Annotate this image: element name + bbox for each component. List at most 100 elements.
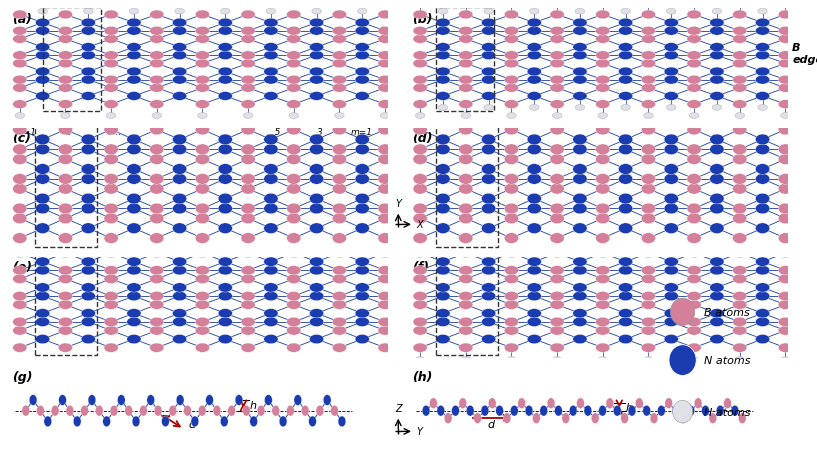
Circle shape (218, 135, 232, 146)
Circle shape (310, 257, 324, 267)
Circle shape (598, 113, 608, 119)
Circle shape (687, 35, 701, 44)
Circle shape (492, 292, 507, 301)
Circle shape (287, 184, 301, 195)
Circle shape (598, 1, 608, 7)
Circle shape (458, 249, 473, 258)
Circle shape (515, 35, 529, 44)
Circle shape (641, 213, 655, 224)
Circle shape (446, 44, 461, 52)
Circle shape (355, 44, 369, 52)
Circle shape (452, 405, 459, 416)
Circle shape (81, 283, 96, 292)
Circle shape (504, 35, 519, 44)
Circle shape (481, 318, 496, 327)
Circle shape (83, 9, 93, 15)
Circle shape (444, 413, 452, 424)
Circle shape (150, 326, 164, 336)
Circle shape (58, 274, 73, 284)
Circle shape (104, 204, 118, 214)
Circle shape (264, 224, 278, 234)
Circle shape (423, 11, 438, 20)
Circle shape (218, 68, 232, 77)
Circle shape (641, 292, 655, 301)
Circle shape (446, 318, 461, 327)
Circle shape (147, 395, 154, 405)
Circle shape (423, 145, 438, 155)
Circle shape (801, 194, 815, 205)
Circle shape (779, 101, 792, 109)
Circle shape (779, 292, 792, 301)
Circle shape (525, 405, 533, 416)
Circle shape (333, 174, 346, 185)
Circle shape (469, 292, 484, 301)
Circle shape (104, 35, 118, 44)
Circle shape (333, 274, 346, 284)
Circle shape (218, 145, 232, 155)
Circle shape (618, 224, 632, 234)
Circle shape (13, 213, 27, 224)
Circle shape (573, 27, 587, 36)
Circle shape (355, 309, 369, 318)
Text: (h): (h) (412, 370, 432, 383)
Circle shape (13, 300, 27, 310)
Circle shape (527, 145, 542, 155)
Circle shape (150, 11, 164, 20)
Circle shape (58, 174, 73, 185)
Circle shape (218, 52, 232, 61)
Circle shape (104, 52, 118, 61)
Circle shape (515, 76, 529, 85)
Circle shape (779, 318, 792, 327)
Circle shape (310, 27, 324, 36)
Circle shape (104, 213, 118, 224)
Circle shape (312, 247, 321, 253)
Circle shape (175, 9, 185, 15)
Circle shape (150, 101, 164, 109)
Circle shape (58, 155, 73, 165)
Circle shape (355, 283, 369, 292)
Circle shape (550, 101, 565, 109)
Circle shape (458, 11, 473, 20)
Circle shape (195, 52, 209, 61)
Circle shape (801, 19, 815, 28)
Circle shape (435, 194, 450, 205)
Circle shape (35, 309, 50, 318)
Circle shape (378, 184, 392, 195)
Circle shape (438, 105, 448, 111)
Circle shape (492, 145, 507, 155)
Circle shape (172, 224, 187, 234)
Circle shape (458, 343, 473, 353)
Circle shape (618, 76, 632, 85)
Circle shape (756, 145, 770, 155)
Circle shape (672, 405, 680, 416)
Circle shape (272, 405, 279, 416)
Circle shape (287, 155, 301, 165)
Circle shape (641, 125, 655, 135)
Circle shape (58, 145, 73, 155)
Circle shape (781, 357, 790, 363)
Circle shape (378, 155, 392, 165)
Circle shape (733, 233, 747, 244)
Circle shape (511, 405, 518, 416)
Circle shape (127, 224, 141, 234)
Circle shape (550, 274, 565, 284)
Circle shape (58, 300, 73, 310)
Circle shape (504, 318, 519, 327)
Circle shape (355, 27, 369, 36)
Circle shape (733, 249, 747, 258)
Circle shape (733, 204, 747, 214)
Circle shape (573, 174, 587, 185)
Circle shape (195, 125, 209, 135)
Circle shape (515, 184, 529, 195)
Circle shape (515, 343, 529, 353)
Circle shape (333, 125, 346, 135)
Circle shape (172, 135, 187, 146)
Circle shape (243, 113, 252, 119)
Circle shape (150, 184, 164, 195)
Circle shape (289, 113, 298, 119)
Circle shape (779, 300, 792, 310)
Circle shape (756, 335, 770, 344)
Circle shape (172, 76, 187, 85)
Circle shape (51, 405, 59, 416)
Circle shape (596, 326, 609, 336)
